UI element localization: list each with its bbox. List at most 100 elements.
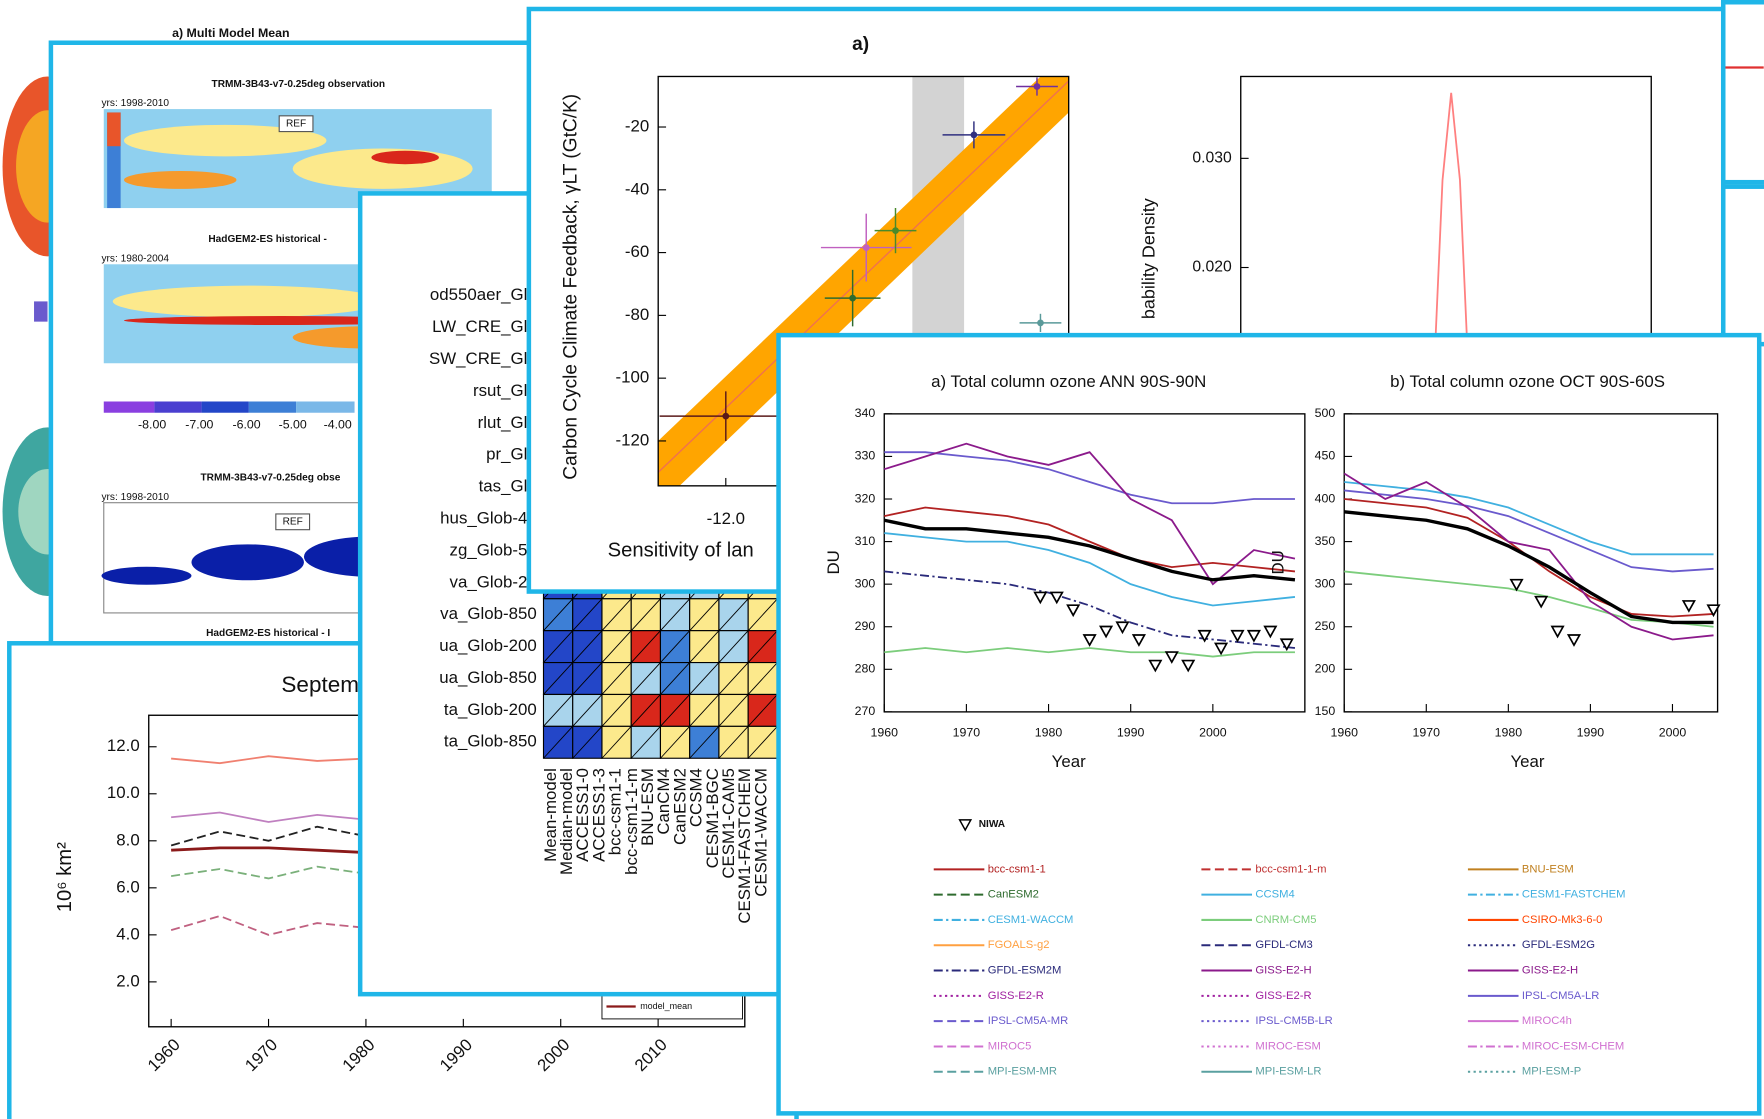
plot-frame (1343, 413, 1719, 713)
map-image (124, 124, 327, 157)
chart-title: b) Total column ozone OCT 90S-60S (1390, 372, 1665, 391)
point (849, 294, 857, 302)
legend-swatch (34, 301, 48, 322)
row-label: ua_Glob-850 (439, 668, 537, 687)
column-label: CanESM2 (670, 768, 689, 845)
x-tick-label: 1980 (1495, 726, 1523, 740)
row-label: SW_CRE_Glo (429, 349, 537, 368)
line-series (1344, 510, 1714, 625)
chart-title: a) (852, 34, 869, 55)
niwa-marker (1098, 625, 1114, 639)
x-tick-label: 2000 (1659, 726, 1687, 740)
column-label: CESM1-WACCM (751, 768, 770, 897)
row-label: zg_Glob-50 (450, 540, 537, 559)
legend-marker (958, 819, 973, 832)
line-series (884, 532, 1296, 607)
cell-diagonal (630, 630, 661, 663)
niwa-marker (1115, 621, 1130, 635)
row-label: hus_Glob-40 (440, 508, 537, 527)
point (892, 227, 899, 234)
map-years: yrs: 1980-2004 (102, 253, 170, 264)
point (970, 131, 978, 139)
carbon-chart: -20 -40 -60 -80 -100 -120 -12.0 a) Carbon Cycle … (561, 34, 1070, 561)
cell-diagonal (718, 598, 749, 631)
map-image (191, 544, 304, 581)
cell-diagonal (601, 694, 632, 727)
cell-diagonal (543, 662, 574, 695)
y-tick-label: 8.0 (116, 830, 139, 849)
line-series (1343, 472, 1714, 641)
legend-label: NIWA (979, 819, 1006, 830)
y-tick-label: 250 (1315, 619, 1336, 633)
colorbar-label: -6.00 (233, 417, 261, 431)
line-series (1344, 489, 1714, 573)
niwa-marker (1197, 629, 1212, 643)
cell-diagonal (543, 630, 574, 663)
niwa-marker (1706, 604, 1721, 618)
row-label: od550aer_Glo (430, 285, 537, 304)
ozone-chart-a: 270 280 290 300 310 320 330 340 1960 1970 1980 1990… (824, 372, 1625, 1078)
y-tick-label: 310 (855, 534, 876, 548)
column-label: CESM1-BGC (703, 768, 722, 868)
y-tick-label: 4.0 (116, 924, 139, 943)
ref-label: REF (286, 118, 306, 129)
x-axis-label: Year (1510, 752, 1544, 771)
row-label: LW_CRE_Glo (432, 317, 537, 336)
cell-diagonal (630, 694, 661, 727)
y-tick-label: 290 (855, 619, 876, 633)
cell-diagonal (601, 598, 632, 631)
legend-label: MIROC5 (988, 1040, 1032, 1052)
colorbar-label: -7.00 (185, 417, 213, 431)
column-label: Mean-model (541, 768, 560, 862)
y-tick-label: -60 (625, 242, 649, 261)
point (862, 244, 870, 251)
panel-fragment (1720, 184, 1764, 347)
y-tick-label: -100 (615, 368, 649, 387)
niwa-marker (1534, 595, 1549, 609)
legend-label: model_mean (640, 1001, 692, 1011)
x-tick-label: 1970 (1413, 726, 1441, 740)
line-series (884, 647, 1295, 658)
legend-label: GFDL-ESM2M (988, 965, 1062, 977)
niwa-marker (1263, 625, 1278, 639)
legend-label: GISS-E2-H (1522, 965, 1578, 977)
colorbar-segment (103, 401, 155, 413)
colorbar-segment (296, 401, 355, 413)
column-label: CESM1-CAM5 (719, 768, 738, 879)
ozone-panel: 270 280 290 300 310 320 330 340 1960 1970 1980 1990… (776, 332, 1762, 1116)
y-tick-label: -40 (625, 179, 649, 198)
cell-diagonal (689, 598, 720, 631)
cell-diagonal (660, 694, 691, 727)
y-axis-label: bability Density (1138, 198, 1158, 319)
map-title: TRMM-3B43-v7-0.25deg obse (200, 473, 340, 484)
cell-diagonal (747, 694, 778, 727)
y-tick-label: 2.0 (116, 971, 139, 990)
legend-label: MPI-ESM-P (1522, 1066, 1581, 1078)
cell-diagonal (747, 630, 778, 663)
map-image (124, 170, 237, 189)
cell-diagonal (747, 726, 778, 759)
niwa-marker (1066, 604, 1081, 618)
y-tick-label: 350 (1315, 534, 1336, 548)
legend-label: CESM1-WACCM (988, 914, 1074, 926)
legend-label: IPSL-CM5A-LR (1522, 990, 1599, 1002)
line-series (883, 442, 1296, 586)
cell-diagonal (718, 726, 749, 759)
legend-label: MPI-ESM-MR (988, 1066, 1057, 1078)
cell-diagonal (630, 726, 661, 759)
cell-diagonal (718, 694, 749, 727)
cell-diagonal (572, 726, 603, 759)
colorbar-label: -4.00 (324, 417, 352, 431)
y-tick-label: 270 (855, 704, 876, 718)
x-tick-label: 1960 (870, 726, 898, 740)
row-label: pr_Glo (486, 445, 537, 464)
y-axis-label: DU (1268, 550, 1287, 574)
legend-label: GISS-E2-H (1255, 965, 1311, 977)
niwa-marker (1214, 642, 1229, 656)
colorbar-segment (201, 401, 249, 413)
cell-diagonal (543, 726, 574, 759)
y-axis-label: 10⁶ km² (54, 842, 76, 912)
row-label: rsut_Glo (473, 381, 537, 400)
legend-label: MIROC4h (1522, 1015, 1572, 1027)
